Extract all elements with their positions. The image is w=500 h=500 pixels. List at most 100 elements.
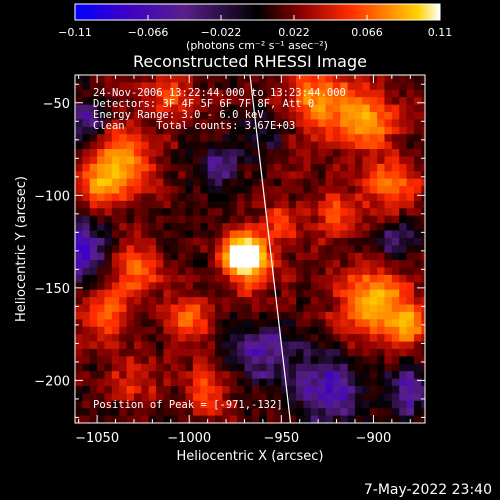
heatmap-cell	[215, 260, 223, 269]
heatmap-cell	[251, 289, 260, 298]
heatmap-cell	[369, 149, 378, 158]
heatmap-cell	[303, 97, 312, 106]
heatmap-cell	[288, 193, 297, 202]
heatmap-cell	[355, 363, 363, 372]
heatmap-cell	[192, 171, 201, 180]
heatmap-cell	[281, 297, 290, 306]
heatmap-cell	[273, 393, 282, 402]
heatmap-cell	[163, 289, 172, 298]
heatmap-cell	[318, 378, 327, 387]
heatmap-cell	[340, 334, 349, 343]
heatmap-cell	[273, 245, 282, 254]
heatmap-cell	[178, 311, 187, 320]
heatmap-cell	[399, 215, 408, 224]
heatmap-cell	[119, 230, 128, 239]
heatmap-cell	[156, 230, 165, 239]
heatmap-cell	[288, 304, 297, 313]
heatmap-cell	[413, 104, 422, 113]
heatmap-cell	[97, 363, 106, 372]
heatmap-cell	[97, 141, 106, 150]
heatmap-cell	[104, 141, 113, 150]
heatmap-cell	[406, 245, 415, 254]
heatmap-cell	[141, 163, 150, 172]
heatmap-cell	[97, 334, 106, 343]
heatmap-cell	[318, 356, 327, 365]
heatmap-cell	[288, 149, 297, 158]
heatmap-cell	[244, 378, 253, 387]
heatmap-cell	[148, 319, 157, 328]
heatmap-cell	[148, 356, 157, 365]
heatmap-cell	[133, 260, 142, 269]
heatmap-cell	[207, 326, 216, 335]
heatmap-cell	[156, 378, 165, 387]
heatmap-cell	[406, 371, 415, 380]
heatmap-cell	[156, 126, 165, 135]
heatmap-cell	[318, 208, 327, 217]
heatmap-cell	[391, 385, 400, 394]
heatmap-cell	[369, 104, 378, 113]
heatmap-cell	[237, 75, 246, 83]
heatmap-cell	[178, 75, 187, 83]
heatmap-cell	[75, 385, 83, 394]
heatmap-cell	[207, 82, 216, 91]
heatmap-cell	[89, 208, 98, 217]
heatmap-cell	[281, 186, 290, 195]
heatmap-cell	[377, 171, 386, 180]
heatmap-cell	[325, 341, 334, 350]
heatmap-cell	[119, 311, 128, 320]
heatmap-cell	[111, 230, 120, 239]
heatmap-cell	[229, 297, 238, 306]
heatmap-cell	[104, 356, 113, 365]
heatmap-cell	[97, 104, 106, 113]
x-axis-label: Heliocentric X (arcsec)	[177, 449, 324, 464]
heatmap-cell	[97, 282, 106, 291]
heatmap-cell	[362, 104, 371, 113]
heatmap-cell	[266, 297, 275, 306]
heatmap-cell	[170, 230, 179, 239]
heatmap-cell	[185, 171, 194, 180]
heatmap-cell	[229, 200, 238, 209]
heatmap-cell	[413, 378, 422, 387]
heatmap-cell	[251, 371, 260, 380]
heatmap-cell	[288, 252, 297, 261]
heatmap-cell	[318, 408, 327, 417]
heatmap-cell	[273, 134, 282, 143]
heatmap-cell	[82, 297, 91, 306]
heatmap-cell	[259, 230, 268, 239]
heatmap-cell	[296, 89, 305, 98]
heatmap-cell	[178, 119, 187, 128]
heatmap-cell	[229, 82, 238, 91]
heatmap-cell	[163, 334, 172, 343]
heatmap-cell	[399, 385, 408, 394]
heatmap-cell	[148, 311, 157, 320]
heatmap-cell	[303, 304, 312, 313]
heatmap-cell	[200, 200, 209, 209]
heatmap-cell	[75, 208, 83, 217]
heatmap-cell	[303, 371, 312, 380]
heatmap-cell	[192, 126, 201, 135]
heatmap-cell	[89, 112, 98, 121]
heatmap-cell	[89, 408, 98, 417]
heatmap-cell	[406, 297, 415, 306]
heatmap-cell	[185, 200, 194, 209]
heatmap-cell	[273, 385, 282, 394]
heatmap-cell	[244, 171, 253, 180]
heatmap-cell	[97, 163, 106, 172]
heatmap-cell	[421, 178, 425, 187]
heatmap-cell	[170, 408, 179, 417]
heatmap-cell	[332, 289, 341, 298]
heatmap-cell	[222, 171, 231, 180]
heatmap-cell	[237, 415, 246, 423]
heatmap-cell	[111, 89, 120, 98]
heatmap-cell	[111, 408, 120, 417]
heatmap-cell	[163, 193, 172, 202]
heatmap-cell	[215, 371, 223, 380]
heatmap-cell	[273, 282, 282, 291]
heatmap-cell	[399, 82, 408, 91]
heatmap-cell	[75, 274, 83, 283]
heatmap-cell	[288, 104, 297, 113]
heatmap-cell	[281, 408, 290, 417]
heatmap-cell	[244, 186, 253, 195]
heatmap-cell	[355, 200, 363, 209]
